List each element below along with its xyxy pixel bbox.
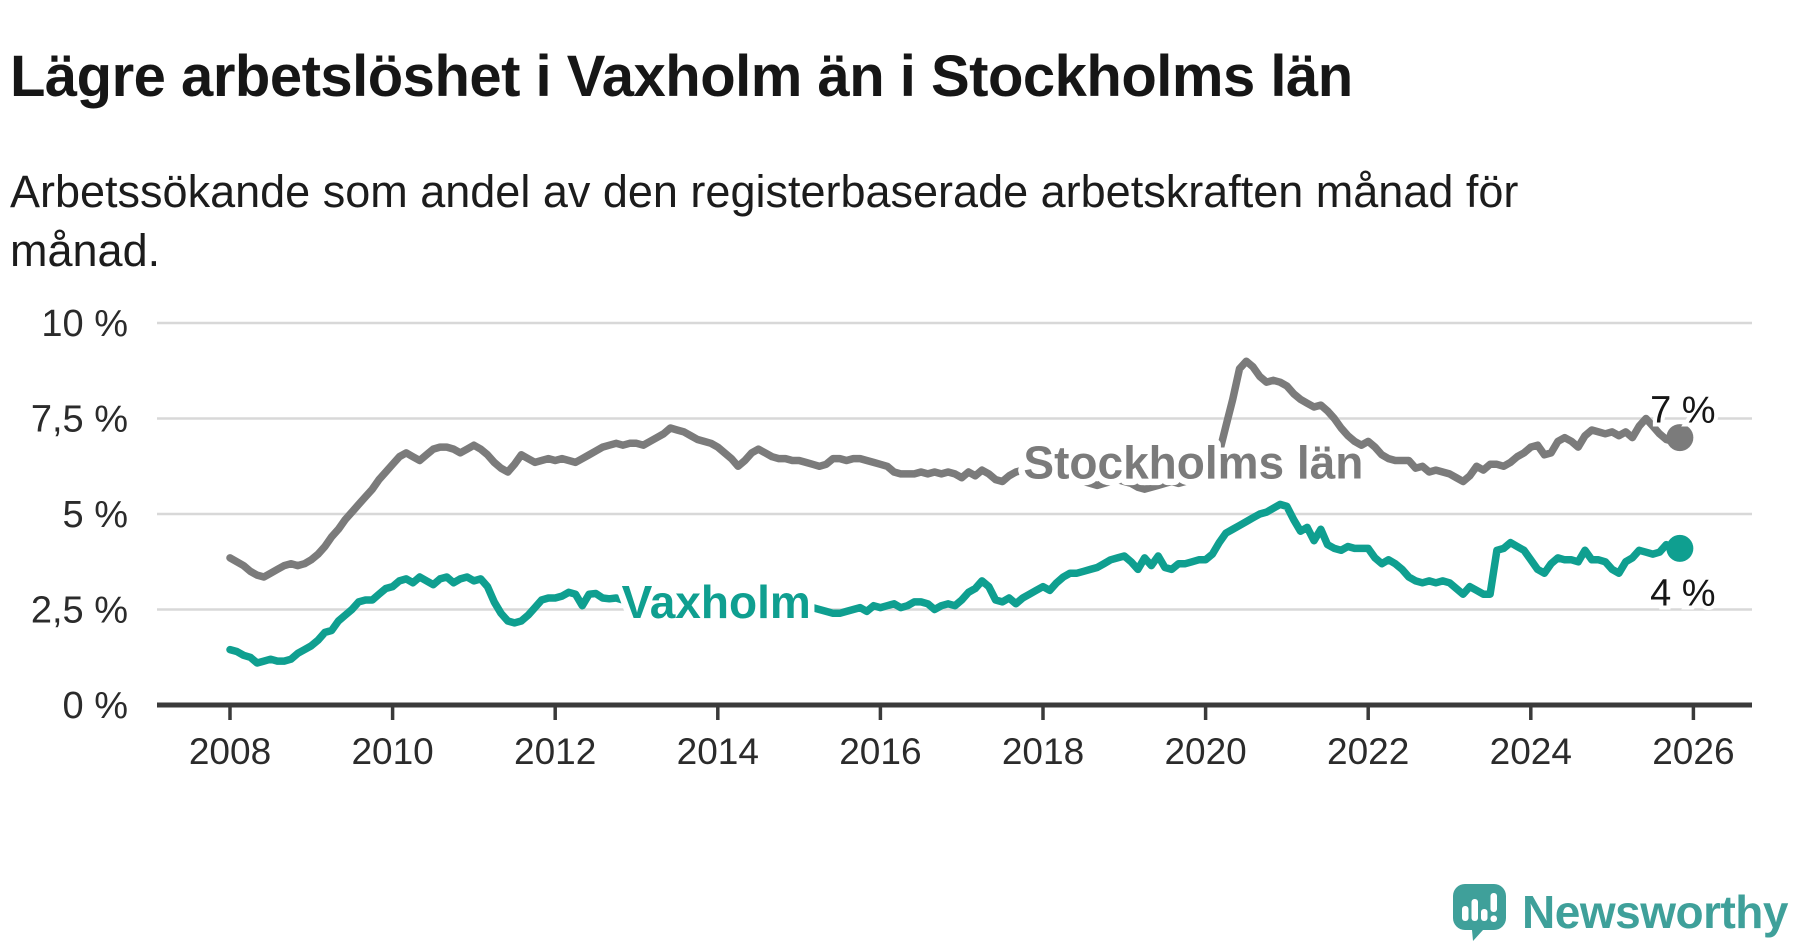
end-value-label-vaxholm: 4 % bbox=[1650, 572, 1715, 614]
y-tick-label: 5 % bbox=[63, 494, 128, 536]
x-tick-label: 2008 bbox=[189, 731, 271, 772]
series-line-vaxholm bbox=[226, 500, 1684, 667]
y-tick-label: 0 % bbox=[63, 685, 128, 727]
x-tick-label: 2024 bbox=[1490, 731, 1572, 772]
end-value-label-stockholms-l-n: 7 % bbox=[1650, 390, 1715, 432]
newsworthy-logo-text: Newsworthy bbox=[1522, 886, 1788, 938]
y-tick-label: 7,5 % bbox=[31, 399, 128, 441]
x-tick-label: 2010 bbox=[351, 731, 433, 772]
x-tick-label: 2020 bbox=[1164, 731, 1246, 772]
y-tick-label: 2,5 % bbox=[31, 590, 128, 632]
endpoint-dot-vaxholm bbox=[1666, 534, 1694, 562]
chart-subtitle: Arbetssökande som andel av den registerb… bbox=[10, 166, 1519, 276]
endpoint-dot-stockholms-l-n bbox=[1666, 424, 1694, 452]
series-line-stockholms-l-n bbox=[226, 357, 1684, 581]
x-tick-label: 2016 bbox=[839, 731, 921, 772]
x-tick-label: 2026 bbox=[1652, 731, 1734, 772]
page-title: Lägre arbetslöshet i Vaxholm än i Stockh… bbox=[10, 43, 1353, 109]
bar-chart-speech-bubble-icon bbox=[1453, 884, 1507, 941]
x-tick-label: 2018 bbox=[1002, 731, 1084, 772]
y-tick-label: 10 % bbox=[41, 303, 128, 345]
x-tick-label: 2014 bbox=[677, 731, 759, 772]
series-label-stockholms-l-n: Stockholms län bbox=[1023, 436, 1363, 488]
x-tick-label: 2012 bbox=[514, 731, 596, 772]
newsworthy-logo: Newsworthy bbox=[1451, 882, 1788, 942]
series-label-vaxholm: Vaxholm bbox=[622, 576, 811, 628]
x-tick-label: 2022 bbox=[1327, 731, 1409, 772]
